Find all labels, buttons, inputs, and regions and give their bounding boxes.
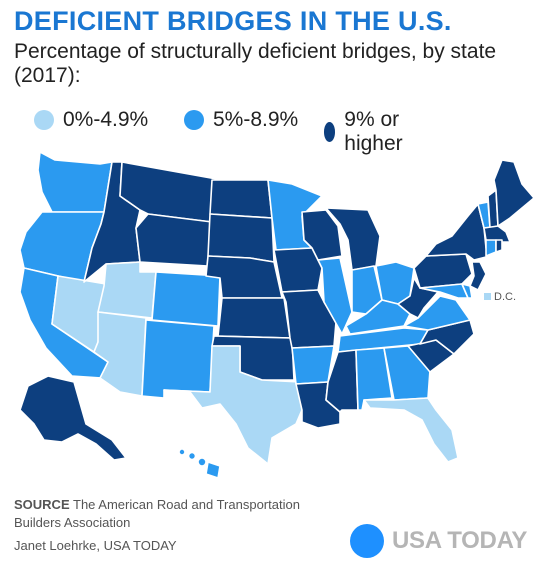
legend-swatch-high bbox=[324, 122, 336, 142]
legend-item-high: 9% or higher bbox=[324, 108, 411, 156]
legend-item-low: 0%-4.9% bbox=[34, 108, 148, 132]
state-NJ[interactable] bbox=[469, 261, 487, 291]
state-DE[interactable] bbox=[461, 283, 473, 299]
dc-label: D.C. bbox=[494, 291, 516, 303]
legend-item-mid: 5%-8.9% bbox=[184, 108, 298, 132]
credit-line: Janet Loehrke, USA TODAY bbox=[14, 538, 177, 553]
state-WI[interactable] bbox=[301, 209, 343, 261]
state-IL[interactable] bbox=[317, 257, 353, 335]
state-AZ[interactable] bbox=[93, 311, 147, 397]
state-ND[interactable] bbox=[209, 179, 273, 219]
state-WA[interactable] bbox=[37, 151, 113, 213]
legend-label-low: 0%-4.9% bbox=[63, 108, 149, 131]
state-SD[interactable] bbox=[207, 213, 275, 263]
state-CT[interactable] bbox=[485, 239, 497, 257]
state-IA[interactable] bbox=[273, 247, 323, 293]
source-label: SOURCE bbox=[14, 497, 70, 512]
state-AK[interactable] bbox=[19, 375, 127, 461]
source-note: SOURCE The American Road and Transportat… bbox=[14, 496, 334, 532]
us-map: D.C. bbox=[19, 151, 535, 479]
state-RI[interactable] bbox=[495, 239, 503, 253]
page-title: DEFICIENT BRIDGES IN THE U.S. bbox=[14, 6, 452, 36]
state-NM[interactable] bbox=[141, 319, 215, 399]
legend-swatch-mid bbox=[184, 110, 204, 130]
usa-today-wordmark: USA TODAY bbox=[392, 527, 528, 554]
state-HI[interactable] bbox=[178, 448, 221, 479]
subtitle: Percentage of structurally deficient bri… bbox=[14, 40, 497, 87]
legend-swatch-low bbox=[34, 110, 54, 130]
state-UT[interactable] bbox=[97, 261, 157, 319]
state-AR[interactable] bbox=[291, 345, 335, 385]
legend-label-high: 9% or higher bbox=[344, 108, 403, 155]
state-TX[interactable] bbox=[163, 345, 303, 465]
source-text: The American Road and Transportation Bui… bbox=[14, 497, 300, 530]
state-WY[interactable] bbox=[135, 213, 213, 267]
state-PA[interactable] bbox=[413, 253, 473, 289]
usa-today-logo: USA TODAY bbox=[350, 524, 527, 558]
state-ME[interactable] bbox=[493, 159, 535, 227]
state-KS[interactable] bbox=[217, 297, 291, 339]
state-DC[interactable] bbox=[484, 293, 491, 300]
state-MD[interactable] bbox=[419, 283, 469, 299]
usa-today-circle-icon bbox=[350, 524, 384, 558]
state-CO[interactable] bbox=[151, 271, 221, 327]
legend-label-mid: 5%-8.9% bbox=[213, 108, 299, 131]
state-FL[interactable] bbox=[363, 397, 459, 463]
